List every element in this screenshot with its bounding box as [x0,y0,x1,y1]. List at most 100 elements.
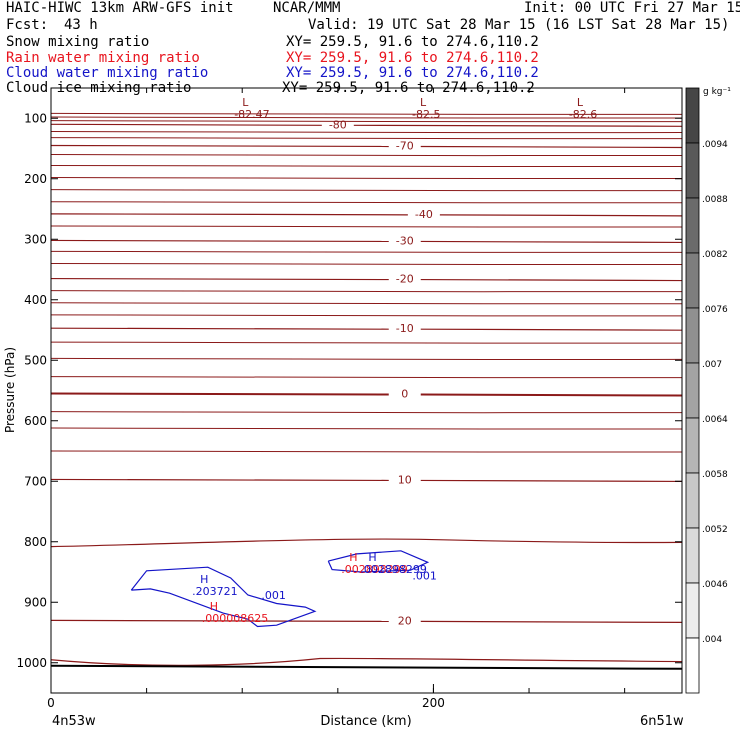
extremum-value: .203721 [192,585,238,598]
isotherm-line [50,153,683,157]
model-title: HAIC-HIWC 13km ARW-GFS init [6,0,234,16]
colorbar-bin [685,87,700,144]
cloud-water-contour [327,550,430,573]
isotherm-labelled [420,328,683,331]
extremum-value: .000008625 [202,612,268,625]
isotherm-line [50,314,683,317]
y-tick-label: 1000 [16,656,47,670]
field-name-snow: Snow mixing ratio [6,34,150,50]
colorbar-label: .004 [702,635,722,645]
organization: NCAR/MMM [273,0,341,16]
isotherm-labelled [353,124,683,127]
extremum-type: H [200,573,208,586]
field-xy-rain: XY= 259.5, 91.6 to 274.6,110.2 [286,50,539,66]
isotherm-labelled [50,478,389,482]
colorbar-bin [685,252,700,309]
extremum-type: H [210,600,218,613]
field-xy-snow: XY= 259.5, 91.6 to 274.6,110.2 [286,34,539,50]
isotherm-line [50,341,683,344]
y-tick-label: 100 [24,111,47,125]
isotherm-line [50,201,683,204]
y-tick-label: 200 [24,172,47,186]
isotherm-line [50,112,683,116]
isotherm-labelled [50,144,389,148]
x-axis: 0 200 [47,88,626,710]
isotherm-line [50,450,683,453]
colorbar-label: .007 [702,360,722,370]
isotherm-label: 0 [401,388,408,401]
y-tick-label: 600 [24,414,47,428]
isotherm-label: -80 [329,118,347,131]
y-axis-label: Pressure (hPa) [3,347,17,433]
colorbar-bin [685,637,700,694]
isotherm-line [50,410,683,414]
temperature-contours: -80 -70 -40-30 -20 -10 0 10 20 [50,112,683,670]
isotherm-line [50,538,683,548]
isotherm-labelled [50,619,389,622]
isotherm-labelled [420,393,683,397]
isotherm-label: -70 [396,139,414,152]
y-tick-label: 300 [24,232,47,246]
isotherm-labelled [50,213,408,216]
isotherm-label: -30 [396,234,414,247]
valid-time: Valid: 19 UTC Sat 28 Mar 15 (16 LST Sat … [308,17,730,33]
extrema-marks: L-82.47L-82.5L-82.6H.203721H.000008625H.… [192,96,597,625]
extremum-type: H [368,551,376,564]
isotherm-line [50,427,683,430]
extremum-value: -82.6 [569,108,597,121]
colorbar-bin [685,362,700,419]
field-xy-cloud-water: XY= 259.5, 91.6 to 274.6,110.2 [286,65,539,81]
x-axis-label: Distance (km) [320,714,411,729]
isotherm-line [50,176,683,180]
colorbar-label: .0082 [702,250,728,260]
isotherm-labelled [420,479,683,483]
ground-line [50,664,683,670]
colorbar-label: .0088 [702,195,728,205]
right-endpoint: 6n51w [640,714,684,729]
colorbar-label: .0058 [702,470,728,480]
y-tick-label: 400 [24,293,47,307]
forecast-label: Fcst: [6,17,49,33]
isotherm-labelled [50,392,389,396]
field-name-cloud-water: Cloud water mixing ratio [6,65,209,81]
isotherm-labelled [420,240,683,244]
colorbar-bin [685,417,700,474]
y-tick-label: 500 [24,353,47,367]
colorbar: .0094 .0088 .0082 .0076 .007 .0064 .0058 .0052.… [685,87,728,694]
y-tick-label: 700 [24,474,47,488]
isotherm-labelled [420,620,683,623]
cloud-water-contour [130,566,317,628]
cloud-water-label: .001 [261,589,286,602]
cloud-water-contours: .001 .001 [130,550,437,628]
y-tick-label: 800 [24,535,47,549]
extremum-value: -82.5 [412,108,440,121]
extremum-type: L [577,96,584,109]
forecast-hour: 43 h [64,17,98,33]
colorbar-bin [685,472,700,529]
left-endpoint: 4n53w [52,714,96,729]
cloud-water-label: .001 [412,569,437,582]
isotherm-line [50,164,683,168]
isotherm-label: 10 [398,473,412,486]
isotherm-line [50,289,683,293]
isotherm-line [50,250,683,254]
isotherm-line [50,188,683,192]
isotherm-line [50,116,683,119]
isotherm-label: -10 [396,322,414,335]
isotherm-line [50,225,683,228]
extremum-type: L [420,96,427,109]
isotherm-labelled [50,277,389,281]
isotherm-labelled [439,214,683,217]
isotherm-label: 20 [398,614,412,627]
x-tick-label: 0 [47,696,55,710]
isotherm-line [50,357,683,361]
extremum-type: L [242,96,249,109]
colorbar-bin [685,142,700,199]
isotherm-labelled [50,123,322,126]
colorbar-bin [685,527,700,584]
isotherm-labelled [420,145,683,149]
isotherm-line [50,302,683,305]
x-tick-label: 200 [422,696,445,710]
